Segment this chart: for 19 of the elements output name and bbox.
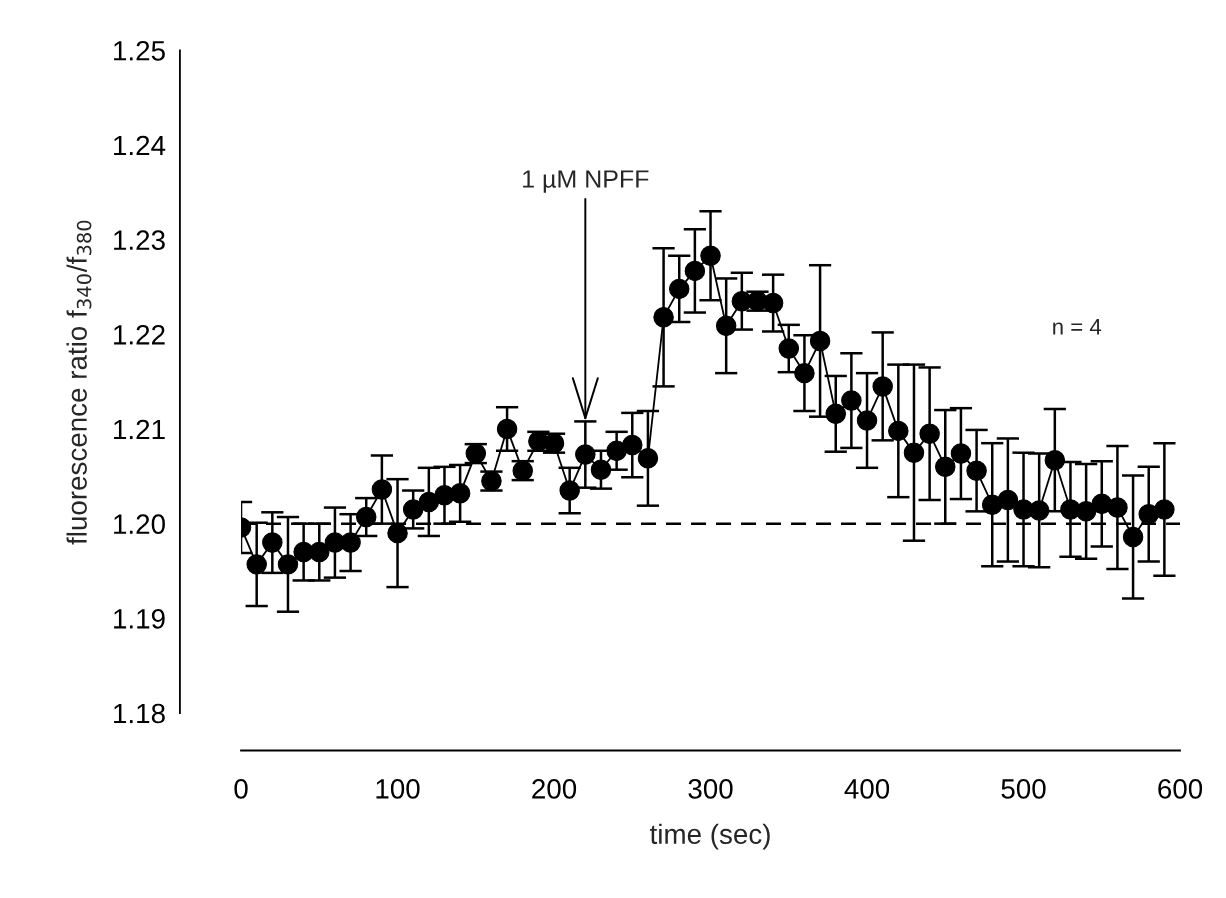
x-tick-label: 300 (688, 779, 733, 799)
x-tick-label: 400 (844, 779, 890, 799)
x-tick-label: 600 (1158, 779, 1203, 799)
y-tick-label: 1.21 (114, 419, 165, 440)
x-axis-title: time (sec) (649, 823, 770, 850)
y-tick-label: 1.23 (114, 230, 165, 250)
x-tick-label: 500 (1001, 779, 1046, 799)
x-tick-label: 200 (532, 779, 577, 799)
y-tick-label: 1.24 (114, 135, 166, 156)
y-axis-title: fluorescence ratio f$_{340}$/f$_{380}$ (66, 220, 92, 545)
y-tick-label: 1.18 (114, 703, 165, 724)
y-tick-label: 1.22 (114, 324, 165, 345)
annotation: 1 µM NPFF (523, 170, 649, 193)
x-tick-label: 100 (376, 779, 420, 799)
y-tick-label: 1.19 (114, 609, 165, 629)
x-tick-label: 0 (234, 779, 248, 799)
annotation: n = 4 (1053, 319, 1102, 335)
y-tick-label: 1.25 (114, 40, 165, 61)
y-tick-label: 1.20 (114, 514, 165, 534)
